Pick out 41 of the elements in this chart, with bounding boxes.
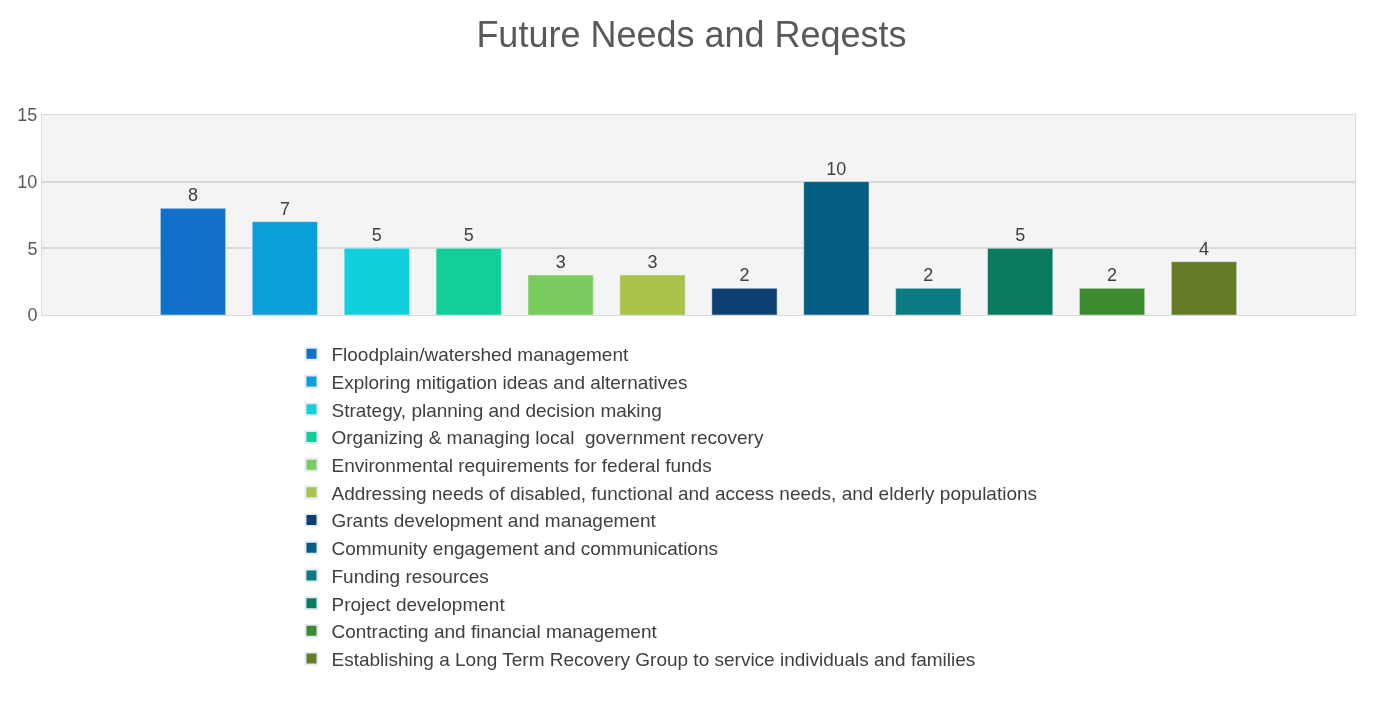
legend-label: Funding resources <box>331 565 489 587</box>
bar <box>895 288 962 315</box>
y-tick-label: 15 <box>17 105 38 126</box>
data-label: 4 <box>1199 238 1210 259</box>
data-label: 10 <box>826 158 847 179</box>
data-label: 3 <box>647 252 658 272</box>
legend-label: Grants development and management <box>331 510 657 532</box>
bar <box>343 248 410 315</box>
bar <box>619 274 686 315</box>
bar <box>527 274 594 315</box>
data-label: 2 <box>1107 265 1118 286</box>
legend-label: Exploring mitigation ideas and alternatives <box>331 371 688 393</box>
bar <box>803 181 870 315</box>
data-label: 5 <box>1015 225 1026 246</box>
bar <box>1079 288 1145 315</box>
legend-label: Addressing needs of disabled, functional and access needs, and elderly populations <box>331 482 1038 504</box>
chart-title: Future Needs and Reqests <box>476 13 907 55</box>
data-label: 5 <box>463 225 474 246</box>
legend-label: Establishing a Long Term Recovery Group to service individuals and families <box>331 648 976 670</box>
legend-label: Environmental requirements for federal funds <box>331 455 712 477</box>
bar <box>160 208 226 315</box>
bar <box>435 248 502 315</box>
legend-label: Organizing & managing local government recovery <box>331 427 764 449</box>
y-tick-label: 5 <box>27 238 38 259</box>
data-label: 7 <box>279 198 290 219</box>
data-label: 5 <box>371 225 382 246</box>
y-tick-label: 0 <box>27 305 38 326</box>
y-tick-label: 10 <box>17 171 38 192</box>
data-label: 2 <box>923 265 934 286</box>
bar <box>1171 261 1237 315</box>
bar <box>711 288 778 315</box>
bar <box>987 248 1054 315</box>
data-label: 8 <box>187 185 198 206</box>
data-label: 3 <box>555 252 566 272</box>
legend-label: Contracting and financial management <box>331 621 658 643</box>
legend-label: Community engagement and communications <box>331 538 718 560</box>
bar <box>252 221 318 315</box>
data-label: 2 <box>739 265 750 286</box>
legend-label: Floodplain/watershed management <box>331 344 629 366</box>
legend-label: Project development <box>331 593 506 615</box>
legend-label: Strategy, planning and decision making <box>331 399 662 421</box>
